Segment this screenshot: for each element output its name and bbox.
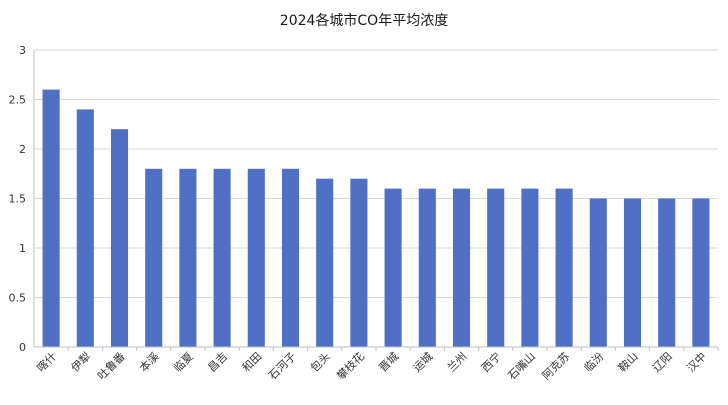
x-tick-label: 攀枝花	[334, 349, 367, 382]
bars	[42, 89, 710, 348]
bar	[179, 168, 197, 347]
x-tick-label: 西宁	[478, 349, 503, 374]
y-tick-label: 0	[19, 341, 26, 354]
x-tick-label: 晋城	[376, 350, 401, 375]
x-tick-label: 汉中	[684, 350, 709, 375]
x-tick-label: 辽阳	[650, 350, 675, 375]
bar	[247, 168, 265, 347]
x-tick-label: 伊犁	[68, 349, 93, 374]
x-tick-label: 本溪	[136, 349, 161, 374]
chart-title: 2024各城市CO年平均浓度	[279, 13, 449, 29]
bar	[487, 188, 505, 347]
x-tick-label: 石河子	[266, 350, 299, 383]
x-tick-label: 鞍山	[615, 349, 640, 374]
bar	[76, 109, 94, 348]
bar	[316, 178, 334, 347]
x-tick-label: 昌吉	[205, 350, 230, 375]
x-tick-label: 喀什	[34, 350, 59, 375]
x-tick-label: 包头	[308, 350, 333, 375]
axes	[33, 50, 719, 351]
x-tick-label: 兰州	[445, 350, 470, 375]
y-tick-label: 2.5	[9, 94, 27, 107]
x-tick-label: 临汾	[581, 349, 606, 374]
bar	[42, 89, 60, 347]
x-tick-label: 阿克苏	[540, 350, 573, 383]
bar	[350, 178, 368, 347]
x-tick-label: 和田	[240, 350, 265, 375]
y-tick-label: 1.5	[9, 193, 27, 206]
bar	[213, 168, 231, 347]
bar	[145, 168, 163, 347]
bar	[623, 198, 642, 347]
x-tick-label: 吐鲁番	[94, 349, 127, 382]
bar	[521, 188, 539, 347]
y-tick-label: 1	[19, 242, 26, 255]
y-tick-label: 2	[19, 143, 26, 156]
x-tick-label: 运城	[411, 350, 436, 375]
grid-lines	[34, 49, 718, 298]
x-tick-label: 石嘴山	[505, 350, 538, 383]
bar	[692, 198, 710, 347]
x-tick-label: 临夏	[171, 349, 196, 374]
y-tick-label: 3	[19, 44, 26, 57]
bar	[384, 188, 402, 347]
bar	[555, 188, 573, 347]
y-tick-label: 0.5	[9, 292, 27, 305]
bar	[281, 168, 300, 347]
bar	[418, 188, 436, 347]
bar	[452, 188, 471, 347]
bar	[658, 198, 676, 347]
bar	[589, 198, 607, 347]
bar	[110, 129, 129, 347]
